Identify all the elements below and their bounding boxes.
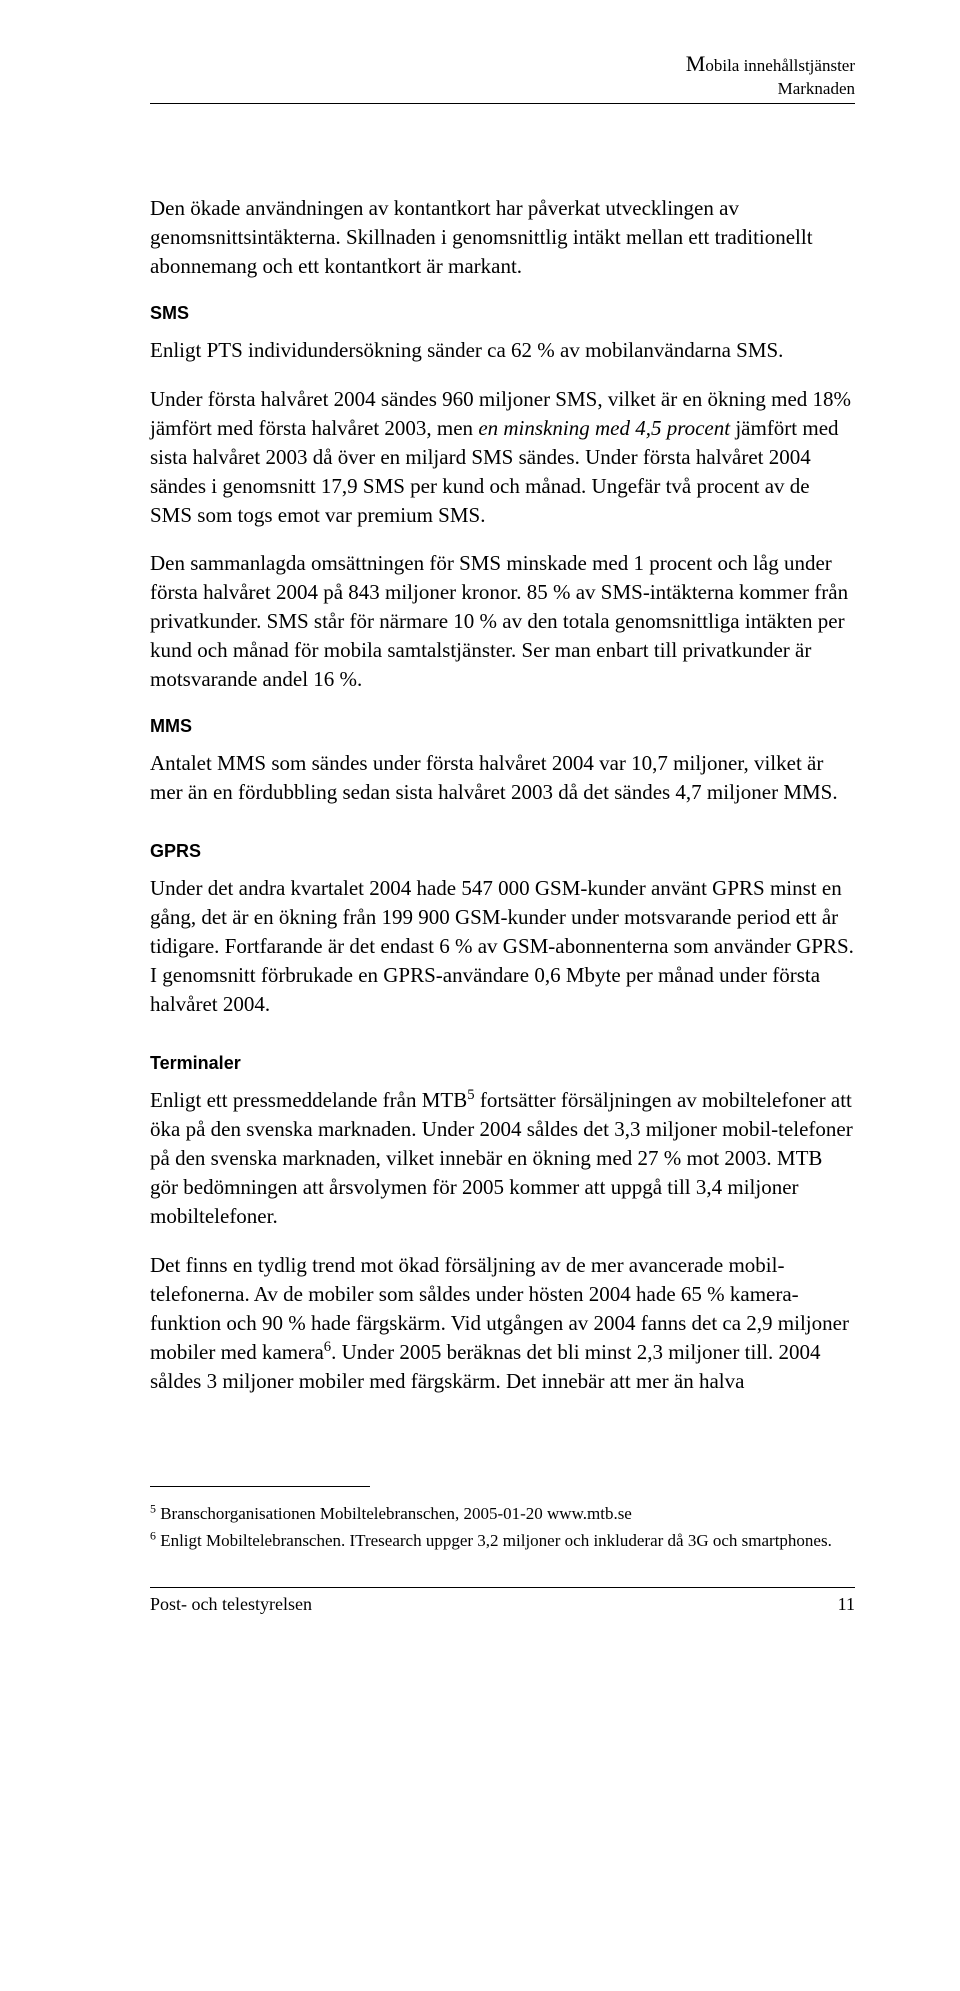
footnote-ref-5: 5 bbox=[467, 1087, 474, 1103]
page-container: Mobila innehållstjänster Marknaden Den ö… bbox=[0, 0, 960, 1991]
terminaler-heading: Terminaler bbox=[150, 1053, 855, 1074]
sms-p3: Den sammanlagda omsättningen för SMS min… bbox=[150, 549, 855, 694]
sms-p2: Under första halvåret 2004 sändes 960 mi… bbox=[150, 385, 855, 530]
intro-paragraph: Den ökade användningen av kontantkort ha… bbox=[150, 194, 855, 281]
gprs-heading: GPRS bbox=[150, 841, 855, 862]
mms-heading: MMS bbox=[150, 716, 855, 737]
header-title: Mobila innehållstjänster bbox=[150, 50, 855, 78]
footer-page-number: 11 bbox=[838, 1594, 855, 1615]
footer-left: Post- och telestyrelsen bbox=[150, 1594, 312, 1615]
footnote-6-text: Enligt Mobiltelebranschen. ITresearch up… bbox=[156, 1531, 832, 1550]
terminaler-p1: Enligt ett pressmeddelande från MTB5 for… bbox=[150, 1086, 855, 1231]
sms-p1: Enligt PTS individundersökning sänder ca… bbox=[150, 336, 855, 365]
footnote-6: 6 Enligt Mobiltelebranschen. ITresearch … bbox=[150, 1530, 855, 1553]
sms-heading: SMS bbox=[150, 303, 855, 324]
terminaler-p1-pre: Enligt ett pressmeddelande från MTB bbox=[150, 1088, 467, 1112]
header-title-capital: M bbox=[686, 51, 706, 76]
page-footer: Post- och telestyrelsen 11 bbox=[150, 1594, 855, 1615]
header-divider bbox=[150, 103, 855, 104]
footnote-5: 5 Branschorganisationen Mobiltelebransch… bbox=[150, 1503, 855, 1526]
footnote-ref-6: 6 bbox=[324, 1339, 331, 1355]
footnote-5-text: Branschorganisationen Mobiltelebranschen… bbox=[156, 1504, 632, 1523]
mms-p1: Antalet MMS som sändes under första halv… bbox=[150, 749, 855, 807]
footnote-separator bbox=[150, 1486, 370, 1487]
footer-divider bbox=[150, 1587, 855, 1588]
sms-p2-italic: en minskning med 4,5 procent bbox=[478, 416, 730, 440]
gprs-p1: Under det andra kvartalet 2004 hade 547 … bbox=[150, 874, 855, 1019]
page-header: Mobila innehållstjänster Marknaden bbox=[150, 50, 855, 99]
terminaler-p2: Det finns en tydlig trend mot ökad försä… bbox=[150, 1251, 855, 1396]
header-subtitle: Marknaden bbox=[150, 78, 855, 99]
header-title-rest: obila innehållstjänster bbox=[705, 56, 855, 75]
